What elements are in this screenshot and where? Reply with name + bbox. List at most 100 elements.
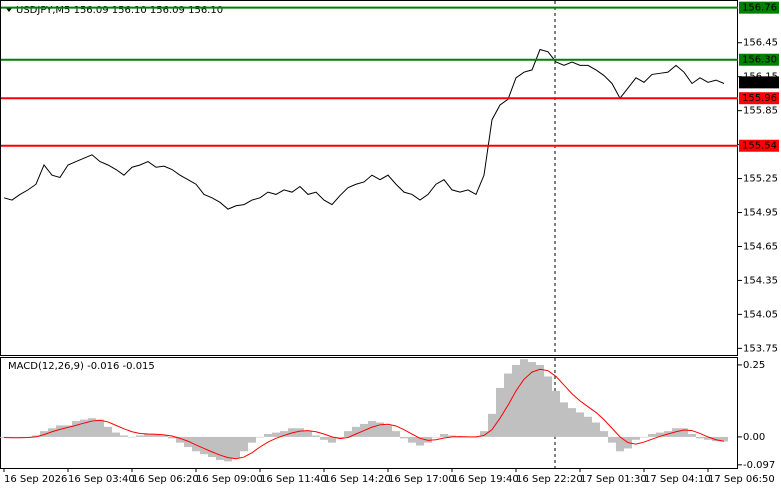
histogram-bar [496,387,504,437]
level-label: 155.54 [742,141,777,152]
histogram-bar [344,431,352,437]
histogram-bar [704,436,712,440]
x-tick-label: 17 Sep 04:10 [644,474,711,485]
signal-line [3,368,725,460]
y-tick-label: 155.85 [743,106,778,117]
histogram-bar [320,436,328,440]
histogram-bar [144,434,152,437]
histogram-bar [640,436,648,438]
histogram-bar [712,436,720,442]
histogram-bar [376,422,384,437]
y-tick-label: 154.95 [743,208,778,219]
histogram-bar [480,431,488,437]
x-tick-label: 16 Sep 19:40 [452,474,519,485]
histogram-bar [368,421,376,437]
histogram-bar [56,425,64,437]
histogram-bar [152,434,160,437]
current-price-label: 156.10 [742,77,777,88]
histogram-bar [352,426,360,437]
histogram-bar [80,419,88,437]
histogram-bar [584,416,592,437]
histogram-bar [192,436,200,452]
histogram-bar [312,435,320,437]
histogram-bar [672,428,680,437]
y-tick-label: 154.35 [743,275,778,286]
price-line [3,48,725,210]
histogram-bar [592,422,600,437]
histogram-bar [216,436,224,460]
histogram-bar [696,436,704,439]
histogram-bar [648,434,656,437]
histogram-bar [424,436,432,443]
y-tick-label: 0.00 [743,432,765,443]
histogram-bar [616,436,624,452]
histogram-bar [160,435,168,437]
macd-panel [0,357,738,469]
histogram-bar [200,436,208,455]
histogram-bar [560,402,568,437]
histogram-bar [40,431,48,437]
histogram-bar [400,436,408,439]
histogram-bar [296,428,304,437]
histogram-bar [568,408,576,437]
histogram-bar [0,436,8,438]
level-label-box [739,1,779,14]
histogram-bar [240,436,248,452]
x-tick-label: 17 Sep 06:50 [708,474,775,485]
x-tick-label: 16 Sep 03:40 [68,474,135,485]
histogram-bar [488,413,496,437]
x-tick-label: 16 Sep 11:40 [260,474,327,485]
histogram-bar [416,436,424,446]
level-label-box [739,139,779,152]
x-tick-label: 16 Sep 06:20 [132,474,199,485]
histogram-bar [456,436,464,438]
indicator-title: MACD(12,26,9) -0.016 -0.015 [8,361,155,372]
x-tick-label: 16 Sep 17:00 [388,474,455,485]
histogram-bar [576,412,584,437]
y-tick-label: 154.65 [743,241,778,252]
level-label-box [739,92,779,105]
histogram-bar [384,425,392,437]
histogram-bar [88,418,96,437]
level-label: 155.96 [742,93,777,104]
histogram-bar [432,436,440,438]
histogram-bar [48,428,56,437]
current-price-box [739,76,779,89]
x-tick-label: 16 Sep 22:20 [516,474,583,485]
chart-title: USDJPY,M5 156.09 156.10 156.09 156.10 [16,5,223,16]
histogram-bar [528,362,536,437]
y-tick-label: 153.75 [743,343,778,354]
y-tick-label: 155.25 [743,174,778,185]
histogram-bar [680,428,688,437]
histogram-bar [552,390,560,437]
histogram-bar [448,435,456,437]
histogram-bar [392,431,400,437]
histogram-bar [408,436,416,443]
histogram-bar [272,432,280,437]
histogram-bar [104,426,112,437]
histogram-bar [120,435,128,437]
histogram-bar [96,419,104,437]
histogram-bar [336,436,344,439]
y-tick-label: -0.097 [743,460,775,471]
histogram-bar [32,435,40,437]
histogram-bar [512,364,520,437]
histogram-bar [656,432,664,437]
histogram-bar [328,436,336,443]
histogram-bar [440,434,448,437]
x-tick-label: 16 Sep 09:00 [196,474,263,485]
histogram-bar [280,431,288,437]
level-label: 156.76 [742,3,777,14]
histogram-bar [128,436,136,438]
symbol-icon [6,8,12,12]
histogram-bar [224,436,232,462]
histogram-bar [208,436,216,458]
histogram-bar [112,432,120,437]
histogram-bar [264,434,272,437]
y-tick-label: 0.25 [743,360,765,371]
y-tick-label: 156.45 [743,38,778,49]
histogram-bar [720,436,728,442]
histogram-bar [256,436,264,438]
histogram-bar [176,436,184,443]
histogram-bar [544,376,552,437]
